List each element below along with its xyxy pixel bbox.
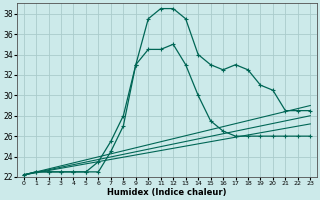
- X-axis label: Humidex (Indice chaleur): Humidex (Indice chaleur): [107, 188, 227, 197]
